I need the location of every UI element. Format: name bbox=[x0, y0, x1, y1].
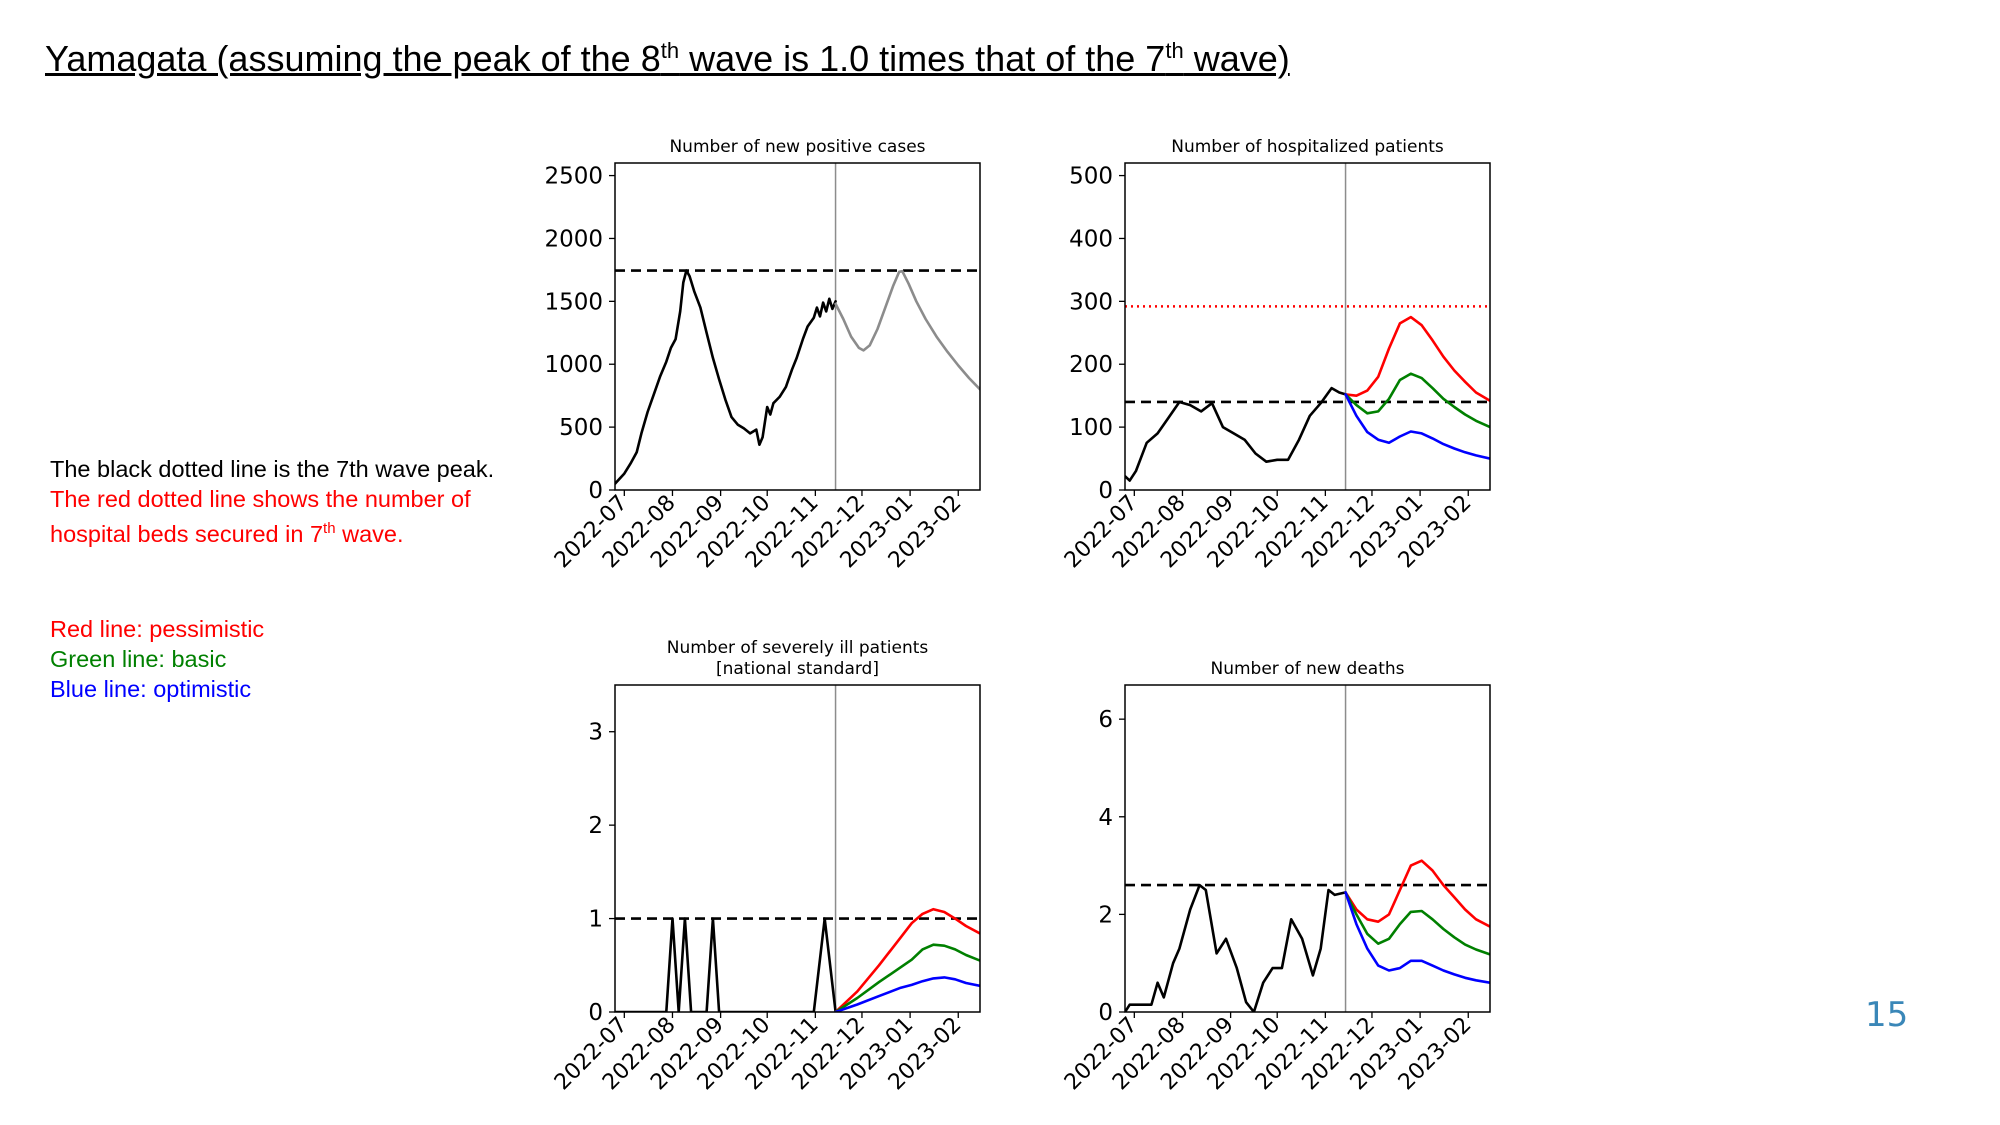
y-tick-label: 3 bbox=[588, 720, 603, 746]
pessimistic-line bbox=[1344, 859, 1490, 928]
y-tick-label: 2500 bbox=[544, 164, 603, 190]
reference-line-notes: The black dotted line is the 7th wave pe… bbox=[50, 454, 494, 549]
y-tick-label: 400 bbox=[1069, 226, 1113, 252]
optimistic-line bbox=[834, 976, 980, 1012]
y-tick-label: 0 bbox=[1098, 478, 1113, 504]
plot-area bbox=[615, 685, 980, 1012]
y-tick-label: 1000 bbox=[544, 352, 603, 378]
scenario-legend: Red line: pessimistic Green line: basic … bbox=[50, 614, 264, 704]
y-tick-label: 100 bbox=[1069, 415, 1113, 441]
y-tick-label: 500 bbox=[559, 415, 603, 441]
note-black-dotted: The black dotted line is the 7th wave pe… bbox=[50, 456, 495, 482]
basic-line bbox=[834, 943, 980, 1012]
observed-line bbox=[1125, 386, 1347, 482]
slide-title: Yamagata (assuming the peak of the 8th w… bbox=[45, 38, 1290, 80]
plot-frame bbox=[1124, 684, 1491, 1013]
chart-severely-ill-patients: Number of severely ill patients[national… bbox=[550, 638, 981, 1095]
observed-line bbox=[615, 269, 837, 486]
y-tick-label: 300 bbox=[1069, 289, 1113, 315]
slide-title-sup-1: th bbox=[660, 38, 680, 63]
basic-line bbox=[1344, 891, 1490, 956]
slide-title-mid: wave is 1.0 times that of the 7 bbox=[679, 38, 1166, 79]
note-red-dotted-line-2: hospital beds secured in 7th wave. bbox=[50, 514, 494, 549]
pessimistic-line bbox=[834, 907, 980, 1012]
plot-frame bbox=[614, 684, 981, 1013]
y-tick-label: 2 bbox=[588, 813, 603, 839]
y-tick-label: 1 bbox=[588, 907, 603, 933]
chart-new-positive-cases: Number of new positive cases 0 500 1000 1500… bbox=[544, 137, 981, 573]
observed-line bbox=[615, 917, 837, 1012]
observed-line bbox=[1125, 883, 1347, 1012]
chart-subtitle: [national standard] bbox=[716, 659, 879, 679]
y-tick-label: 0 bbox=[588, 478, 603, 504]
slide-title-sup-2: th bbox=[1165, 38, 1184, 63]
page-number: 15 bbox=[1865, 995, 1909, 1035]
legend-optimistic: Blue line: optimistic bbox=[50, 676, 252, 702]
chart-new-deaths: Number of new deaths02462022-072022-0820… bbox=[1060, 659, 1491, 1095]
chart-title: Number of new deaths bbox=[1211, 659, 1405, 679]
y-tick-label: 200 bbox=[1069, 352, 1113, 378]
y-tick-label: 4 bbox=[1098, 805, 1113, 831]
projection-line bbox=[834, 269, 980, 391]
basic-line bbox=[1344, 372, 1490, 429]
pessimistic-line bbox=[1344, 315, 1490, 403]
y-tick-label: 2 bbox=[1098, 902, 1113, 928]
chart-hospitalized-patients: Number of hospitalized patients 0 100 200 30… bbox=[1060, 137, 1491, 573]
legend-pessimistic: Red line: pessimistic bbox=[50, 616, 265, 642]
chart-title: Number of severely ill patients bbox=[667, 638, 929, 658]
y-tick-label: 1500 bbox=[544, 289, 603, 315]
plot-frame bbox=[614, 162, 981, 491]
y-tick-label: 0 bbox=[1098, 1000, 1113, 1026]
y-tick-label: 500 bbox=[1069, 164, 1113, 190]
optimistic-line bbox=[1344, 891, 1490, 985]
note-red-dotted-text-b: wave. bbox=[335, 520, 404, 547]
slide-title-end: wave) bbox=[1183, 38, 1290, 79]
note-red-dotted-line-1: The red dotted line shows the number of bbox=[50, 486, 471, 512]
note-red-dotted-text-a: hospital beds secured in 7 bbox=[50, 520, 324, 547]
y-tick-label: 6 bbox=[1098, 707, 1113, 733]
note-red-dotted-sup: th bbox=[323, 520, 336, 537]
plot-frame bbox=[1124, 162, 1491, 491]
plot-area bbox=[615, 163, 980, 490]
plot-area bbox=[1125, 163, 1490, 490]
chart-title: Number of new positive cases bbox=[669, 137, 925, 157]
slide-title-main: Yamagata (assuming the peak of the 8 bbox=[45, 38, 661, 79]
legend-basic: Green line: basic bbox=[50, 646, 227, 672]
optimistic-line bbox=[1344, 393, 1490, 460]
plot-area bbox=[1125, 685, 1490, 1012]
y-tick-label: 2000 bbox=[544, 226, 603, 252]
y-tick-label: 0 bbox=[588, 1000, 603, 1026]
chart-title: Number of hospitalized patients bbox=[1171, 137, 1444, 157]
